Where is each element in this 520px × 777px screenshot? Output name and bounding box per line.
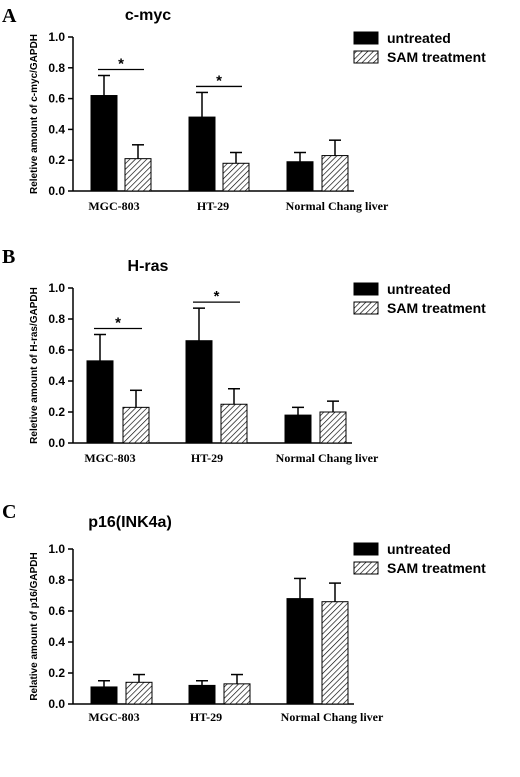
legend-swatch-sam-treatment <box>353 50 379 64</box>
legend-label: untreated <box>387 281 451 297</box>
panel-letter: A <box>2 5 17 27</box>
bar-sam-treatment-2 <box>321 155 349 192</box>
x-category-label: HT-29 <box>197 199 229 213</box>
bar-untreated-0 <box>90 686 118 705</box>
y-axis-label: Relative amount of p16/GAPDH <box>29 552 40 700</box>
bar-sam-treatment-1 <box>222 162 250 192</box>
x-category-label: HT-29 <box>190 710 222 724</box>
bar-untreated-2 <box>286 161 314 192</box>
y-tick-label: 0.0 <box>48 697 65 711</box>
bar-sam-treatment-0 <box>124 158 152 192</box>
legend-label: untreated <box>387 541 451 557</box>
legend-swatch-untreated <box>353 282 379 296</box>
panel-letter: C <box>2 501 16 523</box>
x-category-label: Normal Chang liver <box>281 710 384 724</box>
significance-star: * <box>118 56 124 73</box>
legend-label: SAM treatment <box>387 300 486 316</box>
y-tick-label: 1.0 <box>48 542 65 556</box>
chart-panel-b: B H-ras 0.0 0.2 0.4 0.6 0.8 1.0 Reletive amount … <box>2 246 486 465</box>
y-tick-label: 0.2 <box>48 153 65 167</box>
y-tick-label: 0.0 <box>48 436 65 450</box>
y-tick-label: 0.8 <box>48 61 65 75</box>
y-tick-label: 0.2 <box>48 666 65 680</box>
bar-untreated-1 <box>185 340 213 444</box>
y-tick-label: 0.4 <box>48 122 65 136</box>
significance-star: * <box>214 288 220 305</box>
y-tick-label: 0.4 <box>48 374 65 388</box>
x-category-label: MGC-803 <box>84 451 135 465</box>
legend-label: SAM treatment <box>387 560 486 576</box>
panel-letter: B <box>2 246 15 268</box>
bar-untreated-1 <box>188 116 216 192</box>
bar-sam-treatment-1 <box>220 403 248 444</box>
bar-untreated-0 <box>90 95 118 192</box>
x-category-label: Normal Chang liver <box>286 199 389 213</box>
bar-untreated-2 <box>284 414 312 444</box>
legend-swatch-sam-treatment <box>353 301 379 315</box>
y-tick-label: 0.2 <box>48 405 65 419</box>
y-tick-label: 1.0 <box>48 281 65 295</box>
y-axis-label: Reletive amount of H-ras/GAPDH <box>29 287 40 444</box>
bar-untreated-1 <box>188 684 216 705</box>
y-tick-label: 0.6 <box>48 604 65 618</box>
y-tick-label: 0.8 <box>48 573 65 587</box>
y-tick-label: 0.6 <box>48 92 65 106</box>
x-category-label: HT-29 <box>191 451 223 465</box>
y-tick-label: 0.4 <box>48 635 65 649</box>
y-tick-label: 0.8 <box>48 312 65 326</box>
bar-untreated-0 <box>86 360 114 444</box>
y-tick-label: 1.0 <box>48 30 65 44</box>
y-tick-label: 0.0 <box>48 184 65 198</box>
x-category-label: Normal Chang liver <box>276 451 379 465</box>
bar-sam-treatment-2 <box>321 601 349 705</box>
chart-title: c-myc <box>125 7 171 24</box>
bar-sam-treatment-0 <box>125 681 153 705</box>
legend-label: untreated <box>387 30 451 46</box>
significance-star: * <box>216 72 222 89</box>
x-category-label: MGC-803 <box>88 199 139 213</box>
bar-sam-treatment-2 <box>319 411 347 444</box>
significance-star: * <box>115 315 121 332</box>
bar-sam-treatment-0 <box>122 406 150 444</box>
legend-swatch-untreated <box>353 31 379 45</box>
legend-swatch-untreated <box>353 542 379 556</box>
y-axis-label: Reletive amount of c-myc/GAPDH <box>29 34 40 194</box>
x-category-label: MGC-803 <box>88 710 139 724</box>
chart-title: H-ras <box>128 258 169 275</box>
chart-title: p16(INK4a) <box>88 514 172 531</box>
bar-sam-treatment-1 <box>223 683 251 705</box>
y-tick-label: 0.6 <box>48 343 65 357</box>
bar-untreated-2 <box>286 598 314 705</box>
legend-label: SAM treatment <box>387 49 486 65</box>
legend-swatch-sam-treatment <box>353 561 379 575</box>
